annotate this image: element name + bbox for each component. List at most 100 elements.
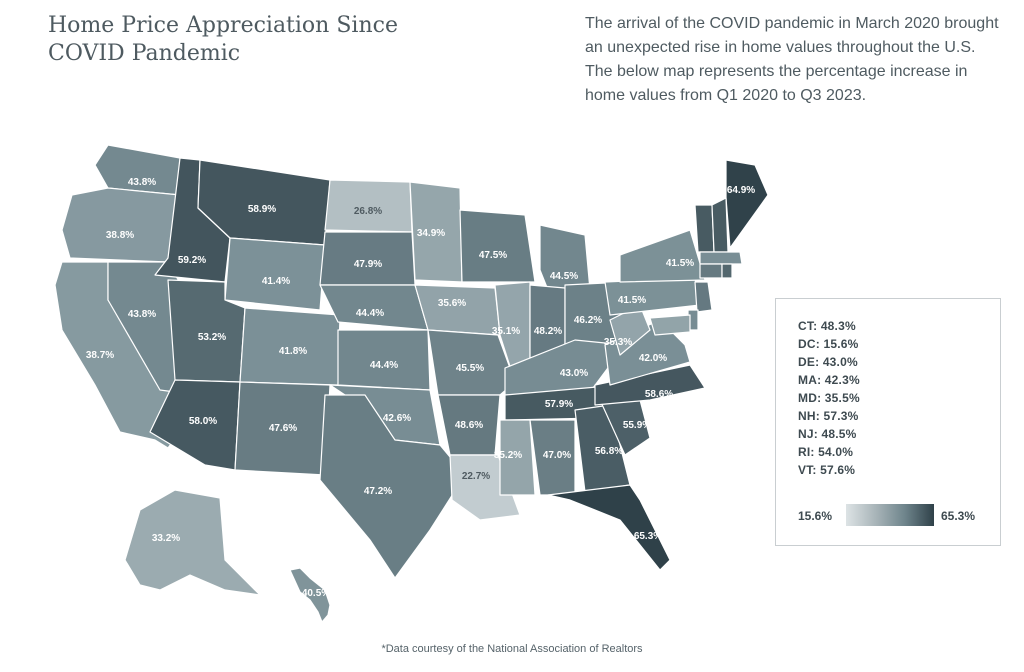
state-label-in: 48.2% — [534, 326, 562, 337]
state-label-tx: 47.2% — [364, 486, 392, 497]
state-label-sc: 55.9% — [623, 420, 651, 431]
legend-item-de: DE43.0% — [798, 353, 860, 371]
state-label-va: 42.0% — [639, 353, 667, 364]
legend-state-value: 43.0% — [822, 355, 858, 369]
legend-state-value: 48.5% — [821, 427, 857, 441]
state-label-az: 58.0% — [189, 416, 217, 427]
state-label-wa: 43.8% — [128, 177, 156, 188]
state-ny — [619, 229, 706, 283]
state-label-oh: 46.2% — [574, 315, 602, 326]
state-label-wv: 35.3% — [604, 337, 632, 348]
state-az — [149, 379, 241, 471]
state-label-me: 64.9% — [727, 185, 755, 196]
state-nj — [694, 281, 713, 313]
state-label-id: 59.2% — [178, 255, 206, 266]
legend-item-ma: MA42.3% — [798, 371, 860, 389]
scale-max-label: 65.3% — [941, 509, 976, 523]
legend-state-abbr: NJ — [798, 427, 821, 441]
state-label-ia: 35.6% — [438, 298, 466, 309]
state-md — [649, 314, 691, 336]
state-wy — [224, 237, 326, 311]
state-label-hi: 40.5% — [302, 588, 330, 599]
legend-state-value: 57.6% — [820, 463, 856, 477]
state-ct — [699, 263, 723, 279]
legend-state-abbr: MD — [798, 391, 825, 405]
state-label-ak: 33.2% — [152, 533, 180, 544]
state-label-il: 35.1% — [492, 326, 520, 337]
footnote: *Data courtesy of the National Associati… — [381, 643, 643, 655]
state-ak — [124, 489, 261, 596]
legend-state-value: 35.5% — [824, 391, 860, 405]
state-label-nd: 26.8% — [354, 206, 382, 217]
scale-min-label: 15.6% — [798, 509, 833, 523]
state-label-ne: 44.4% — [356, 308, 384, 319]
legend-item-ri: RI54.0% — [798, 443, 860, 461]
state-label-wi: 47.5% — [479, 250, 507, 261]
legend-item-nj: NJ48.5% — [798, 425, 860, 443]
state-label-mo: 45.5% — [456, 363, 484, 374]
state-label-or: 38.8% — [106, 230, 134, 241]
state-or — [61, 187, 181, 263]
legend-state-value: 48.3% — [820, 319, 856, 333]
legend-state-abbr: CT — [798, 319, 821, 333]
legend-state-abbr: NH — [798, 409, 823, 423]
state-label-al: 47.0% — [543, 450, 571, 461]
legend-state-abbr: DC — [798, 337, 823, 351]
state-label-mi: 44.5% — [550, 271, 578, 282]
state-label-co: 41.8% — [279, 346, 307, 357]
legend-state-abbr: RI — [798, 445, 818, 459]
state-ia — [414, 284, 501, 336]
legend-item-nh: NH57.3% — [798, 407, 860, 425]
state-label-pa: 41.5% — [618, 295, 646, 306]
state-label-nm: 47.6% — [269, 423, 297, 434]
state-label-ok: 42.6% — [383, 413, 411, 424]
intro-text: The arrival of the COVID pandemic in Mar… — [585, 15, 999, 104]
state-label-ny: 41.5% — [666, 258, 694, 269]
state-label-ga: 56.8% — [595, 446, 623, 457]
legend-item-md: MD35.5% — [798, 389, 860, 407]
state-labels: 43.8% 38.8% 38.7% 43.8% 59.2% 58.9% 41.4% 53.2%… — [86, 177, 755, 599]
legend-state-abbr: VT — [798, 463, 820, 477]
state-ri — [721, 263, 733, 279]
state-label-nc: 58.6% — [645, 389, 673, 400]
state-label-fl: 65.3% — [634, 531, 662, 542]
state-fl — [547, 484, 671, 571]
state-label-wy: 41.4% — [262, 276, 290, 287]
state-label-tn: 57.9% — [545, 399, 573, 410]
state-label-ks: 44.4% — [370, 360, 398, 371]
state-label-nv: 43.8% — [128, 309, 156, 320]
state-ma — [699, 251, 743, 265]
legend-state-abbr: MA — [798, 373, 825, 387]
small-states-list: CT48.3%DC15.6%DE43.0%MA42.3%MD35.5%NH57.… — [798, 317, 860, 479]
state-label-ky: 43.0% — [560, 368, 588, 379]
state-label-ar: 48.6% — [455, 420, 483, 431]
state-label-sd: 47.9% — [354, 259, 382, 270]
state-nc — [594, 364, 706, 406]
state-shapes — [54, 144, 769, 623]
state-label-ms: 35.2% — [494, 450, 522, 461]
state-label-ut: 53.2% — [198, 332, 226, 343]
state-tx — [319, 394, 466, 579]
state-label-mt: 58.9% — [248, 204, 276, 215]
state-label-ca: 38.7% — [86, 350, 114, 361]
legend-state-value: 15.6% — [823, 337, 859, 351]
state-me — [725, 159, 769, 249]
state-nh — [711, 197, 729, 253]
legend-state-value: 57.3% — [823, 409, 859, 423]
legend-state-abbr: DE — [798, 355, 823, 369]
page-title: Home Price Appreciation Since COVID Pand… — [48, 13, 398, 66]
legend: CT48.3%DC15.6%DE43.0%MA42.3%MD35.5%NH57.… — [775, 298, 1001, 546]
legend-item-vt: VT57.6% — [798, 461, 860, 479]
legend-item-dc: DC15.6% — [798, 335, 860, 353]
state-wi — [459, 209, 536, 283]
legend-item-ct: CT48.3% — [798, 317, 860, 335]
state-hi — [289, 567, 331, 623]
legend-state-value: 54.0% — [818, 445, 854, 459]
state-label-la: 22.7% — [462, 471, 490, 482]
state-ms — [499, 419, 536, 496]
state-vt — [694, 204, 715, 253]
color-scale-bar — [846, 504, 934, 526]
state-label-mn: 34.9% — [417, 228, 445, 239]
legend-state-value: 42.3% — [824, 373, 860, 387]
